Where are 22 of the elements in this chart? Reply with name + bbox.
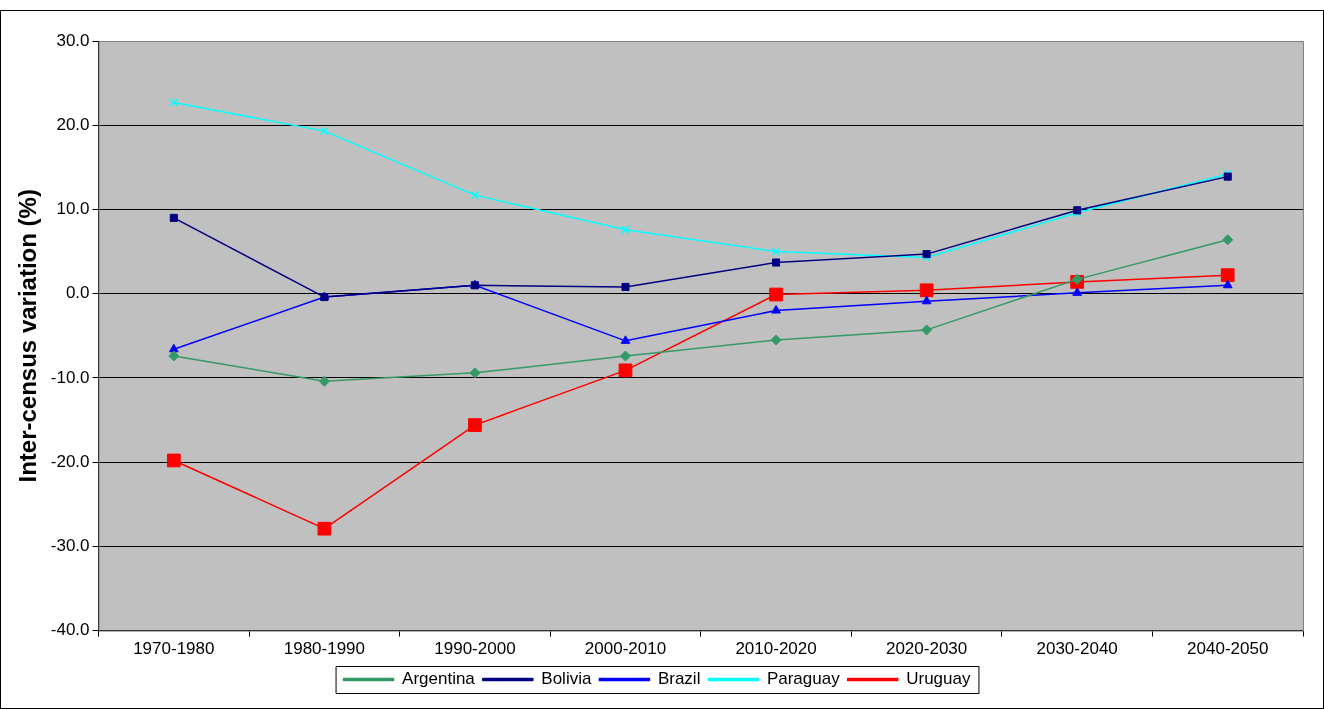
y-tick-label: -30.0 [50,536,90,556]
y-tick-label: -20.0 [50,451,90,471]
legend-label: Argentina [402,669,476,689]
y-tick-label: -10.0 [50,367,90,387]
y-tick-label: 30.0 [56,30,90,50]
x-tick-label: 1990-2000 [434,639,516,659]
x-tick-label: 2010-2020 [735,639,817,659]
x-tick-label: 1980-1990 [283,639,366,659]
legend-label: Paraguay [766,669,841,689]
legend-label: Brazil [657,669,701,689]
x-tick-label: 2030-2040 [1036,639,1118,659]
y-tick-label: 10.0 [56,199,90,219]
x-tick-label: 1970-1980 [133,639,215,659]
legend-label: Bolivia [541,669,592,689]
y-tick-label: 0.0 [65,283,90,303]
y-axis-title: Inter-census variation (%) [14,189,42,483]
legend-label: Uruguay [906,669,971,689]
x-tick-label: 2020-2030 [885,639,968,659]
x-tick-label: 2040-2050 [1187,639,1269,659]
y-tick-label: -40.0 [50,620,90,640]
x-tick-label: 2000-2010 [584,639,667,659]
y-tick-label: 20.0 [56,114,90,134]
